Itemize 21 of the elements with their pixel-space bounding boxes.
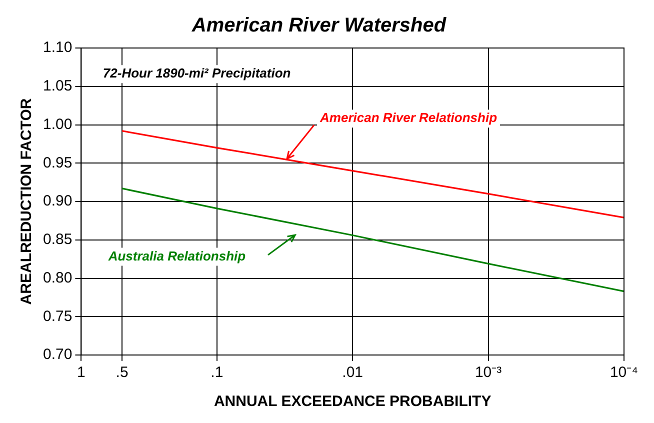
x-tick-label: .5 xyxy=(116,364,128,382)
chart-title: American River Watershed xyxy=(190,14,447,37)
y-tick-label: 1.00 xyxy=(42,116,72,133)
x-tick-label: 1 xyxy=(77,364,86,382)
annotation: 72-Hour 1890-mi² Precipitation xyxy=(102,66,291,81)
text: Australia Relationship xyxy=(107,248,246,264)
y-tick-label: 0.70 xyxy=(42,346,72,364)
y-tick-label: 1.10 xyxy=(42,39,72,56)
x-axis-title: ANNUAL EXCEEDANCE PROBABILITY xyxy=(214,393,492,410)
y-tick-label: 0.85 xyxy=(42,231,72,248)
x-tick-label: .1 xyxy=(210,364,224,382)
y-tick-label: 0.75 xyxy=(42,308,72,325)
x-tick-label: .01 xyxy=(342,364,364,382)
y-tick-label: 1.05 xyxy=(42,78,72,95)
y-tick-label: 0.80 xyxy=(42,269,72,286)
y-tick-label: 0.90 xyxy=(42,192,72,210)
y-axis-title: AREALREDUCTION FACTOR xyxy=(18,98,36,305)
x-tick-label: 10⁻³ xyxy=(474,364,502,382)
y-tick-label: 0.95 xyxy=(42,154,72,172)
text: American River Relationship xyxy=(319,110,498,126)
x-tick-label: 10⁻⁴ xyxy=(610,364,638,382)
